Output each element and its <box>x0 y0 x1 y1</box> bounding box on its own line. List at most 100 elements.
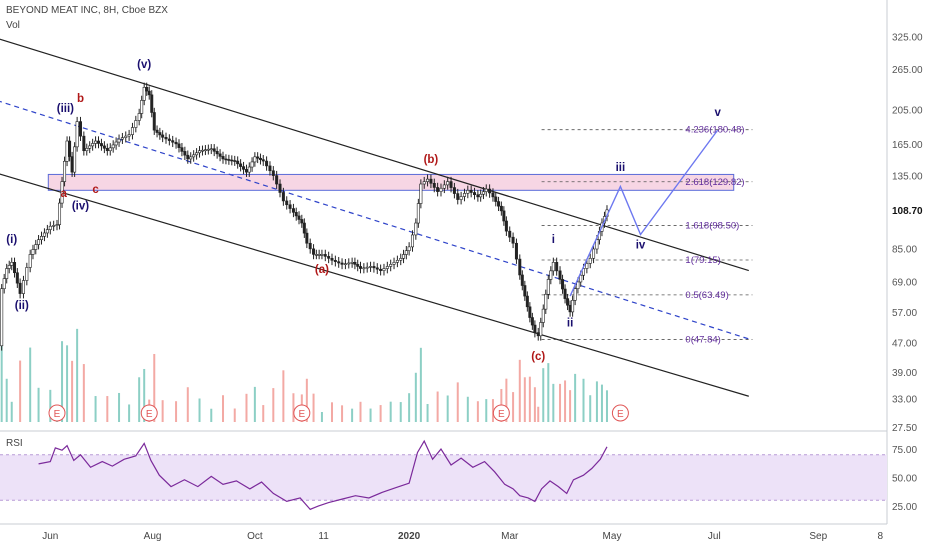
volume-bar <box>595 381 598 422</box>
candle-body <box>34 244 38 250</box>
volume-bar <box>153 353 156 422</box>
y-tick-label: 57.00 <box>892 308 917 319</box>
candle-body <box>60 181 64 204</box>
candle-body <box>488 188 492 194</box>
y-tick-label: 325.00 <box>892 33 923 44</box>
candle-body <box>239 163 243 167</box>
candle-body <box>514 242 518 260</box>
y-tick-label: 265.00 <box>892 65 923 76</box>
candle-body <box>343 263 347 265</box>
candle-body <box>426 178 430 182</box>
candle-body <box>571 300 575 313</box>
volume-bar <box>389 401 392 422</box>
candle-body <box>186 154 190 160</box>
candle-body <box>145 87 149 92</box>
rsi-tick-label: 75.00 <box>892 445 917 456</box>
candle-body <box>353 262 357 265</box>
candle-body <box>422 181 426 185</box>
volume-bar <box>222 395 225 422</box>
candle-body <box>242 166 246 170</box>
y-tick-label: 27.50 <box>892 423 917 434</box>
candle-body <box>258 157 262 160</box>
volume-bar <box>320 412 323 422</box>
candle-body <box>340 262 344 265</box>
y-tick-label: 39.00 <box>892 368 917 379</box>
candle-body <box>209 148 213 151</box>
candle-body <box>551 262 555 272</box>
candle-body <box>15 272 19 284</box>
volume-bar <box>399 402 402 422</box>
candle-body <box>58 202 62 225</box>
last-price-label: 108.70 <box>892 206 923 217</box>
candle-body <box>558 270 562 280</box>
candle-body <box>174 141 178 145</box>
earnings-marker <box>492 404 510 422</box>
wave-label: i <box>552 234 555 246</box>
candle-body <box>419 183 423 204</box>
candle-body <box>91 143 95 147</box>
candle-body <box>317 254 321 256</box>
candle-body <box>372 266 376 269</box>
candle-body <box>52 225 56 227</box>
volume-bar <box>128 404 131 422</box>
candle-body <box>365 266 369 269</box>
candle-body <box>539 322 543 337</box>
candle-body <box>152 112 156 131</box>
candle-body <box>429 178 433 184</box>
candle-body <box>25 267 29 281</box>
volume-bar <box>589 395 592 422</box>
candle-body <box>281 192 285 202</box>
volume-bar <box>569 390 572 422</box>
volume-bar <box>547 363 550 422</box>
volume-bar <box>138 377 141 422</box>
volume-bar <box>341 405 344 422</box>
candle-body <box>63 160 67 182</box>
volume-bar <box>71 360 74 422</box>
volume-bar <box>253 386 256 422</box>
candle-body <box>18 282 22 294</box>
earnings-label: E <box>54 409 61 420</box>
candle-body <box>70 156 74 173</box>
volume-bar <box>82 364 85 422</box>
wave-label: (c) <box>531 351 545 363</box>
candle-body <box>140 100 144 114</box>
candle-body <box>102 145 106 149</box>
candle-body <box>379 268 383 271</box>
candle-body <box>588 258 592 264</box>
projection-path <box>569 129 719 297</box>
candle-body <box>585 263 589 269</box>
candle-body <box>221 156 225 160</box>
wave-label: ii <box>567 317 573 329</box>
volume-bar <box>61 341 64 422</box>
channel-line-lower <box>0 173 749 397</box>
x-tick-label: May <box>603 531 622 542</box>
y-tick-label: 165.00 <box>892 140 923 151</box>
wave-label: (iv) <box>72 200 89 212</box>
volume-bar <box>512 392 515 422</box>
candle-body <box>530 317 534 326</box>
candle-body <box>28 254 32 268</box>
candle-body <box>285 200 289 206</box>
x-tick-label: 11 <box>318 531 329 542</box>
candle-body <box>573 288 577 301</box>
earnings-marker <box>140 404 158 422</box>
last-price-tag <box>888 202 931 217</box>
candle-body <box>164 137 168 140</box>
candle-body <box>97 140 101 144</box>
candle-body <box>137 113 141 121</box>
wave-label: iv <box>636 240 646 252</box>
candle-body <box>549 270 553 280</box>
candle-body <box>385 266 389 269</box>
volume-bar <box>29 347 32 422</box>
candle-body <box>291 208 295 213</box>
earnings-label: E <box>146 409 153 420</box>
candle-body <box>155 129 159 133</box>
candle-body <box>494 196 498 202</box>
volume-bar <box>466 396 469 422</box>
candle-body <box>297 215 301 220</box>
candle-body <box>111 144 115 149</box>
volume-bar <box>305 378 308 422</box>
candle-body <box>466 190 470 194</box>
candle-body <box>78 121 82 137</box>
